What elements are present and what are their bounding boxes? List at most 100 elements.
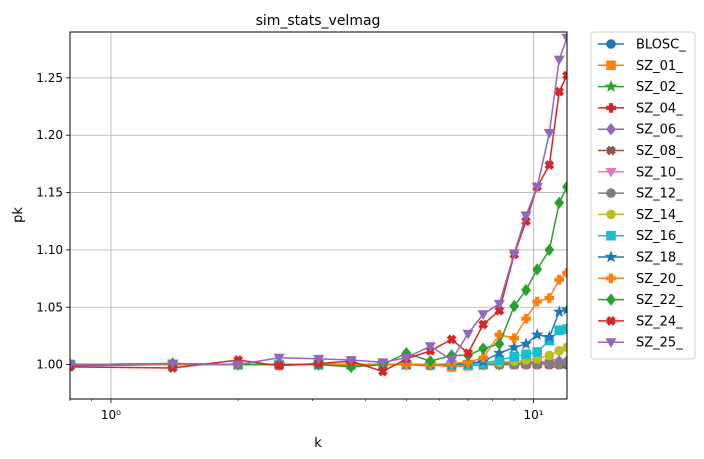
data-point [463,348,473,359]
legend-marker [606,230,616,241]
data-point [531,182,543,193]
plot-frame [69,31,568,400]
data-point [377,358,389,369]
data-point [424,342,436,352]
legend-item: SZ_22_ [598,293,683,308]
legend-marker [606,273,616,284]
legend-label: SZ_16_ [636,229,683,244]
legend-label: BLOSC_ [636,38,686,53]
legend-marker [606,103,616,113]
data-point [544,243,555,257]
data-point [494,337,505,351]
legend-marker [606,209,616,220]
data-point [446,356,458,366]
data-point [509,299,520,313]
x-axis-label: k [314,436,322,451]
data-point [509,333,520,344]
data-point [521,313,531,324]
data-point [463,357,473,368]
legend-label: SZ_01_ [636,59,683,74]
legend-item: SZ_20_ [598,272,683,287]
legend-marker [606,188,616,198]
data-point [544,293,555,303]
legend-label: SZ_02_ [636,80,683,95]
legend-item: SZ_14_ [598,208,683,223]
data-point [312,354,325,365]
data-point [554,196,565,210]
chart-title: sim_stats_velmag [256,13,381,29]
legend-item: SZ_10_ [598,165,683,180]
data-point-shape [544,160,555,170]
data-point [70,360,76,371]
data-point [530,328,544,341]
y-tick-label: 1.15 [36,186,63,200]
data-point [554,274,564,285]
data-point [520,211,532,222]
data-point [478,342,489,355]
legend-label: SZ_18_ [636,251,683,266]
legend-item: SZ_24_ [598,314,683,329]
legend-item: BLOSC_ [598,38,686,53]
x-tick-label: 10⁰ [101,408,121,422]
legend-item: SZ_01_ [598,59,683,74]
y-tick-label: 1.25 [36,71,63,85]
legend: BLOSC_ SZ_01_ SZ_02_ SZ_04_ SZ_06_ SZ_08_ SZ_1… [590,31,696,360]
data-point [544,160,555,170]
data-point [478,319,489,330]
legend-marker [604,79,618,92]
data-point-shape [554,86,565,97]
data-point [552,305,566,318]
data-point-shape [478,319,489,330]
legend-marker [606,123,616,136]
data-point [532,296,542,307]
y-tick-label: 1.10 [36,243,63,257]
data-point [493,299,505,310]
data-point-shape [494,305,505,316]
legend-item: SZ_12_ [598,187,683,202]
legend-item: SZ_16_ [598,229,683,244]
data-point-shape [274,360,284,371]
data-point [494,305,505,316]
data-point [562,180,567,194]
series-layer [70,33,567,377]
legend-item: SZ_02_ [598,79,683,95]
data-point [562,357,567,368]
legend-marker [606,60,616,71]
data-point [446,334,457,345]
legend-label: SZ_25_ [636,336,683,351]
legend-label: SZ_14_ [636,208,683,223]
data-point [493,346,506,359]
data-point [521,283,531,297]
legend-label: SZ_20_ [636,272,683,287]
series-sz_25 [70,33,567,371]
legend-item: SZ_08_ [598,144,683,159]
data-point [554,358,564,369]
y-axis-label: pk [11,207,26,223]
data-point [532,263,543,276]
data-point [462,329,474,340]
y-tick-label: 1.20 [36,128,63,142]
data-point [562,268,567,278]
data-point [377,366,388,377]
data-point [274,360,284,371]
data-point [554,346,564,356]
data-point [509,351,520,362]
data-point [553,55,565,66]
data-point [532,347,542,357]
legend-item: SZ_25_ [598,336,683,351]
data-point [554,325,564,335]
legend-label: SZ_22_ [636,293,683,308]
data-point [544,358,555,369]
legend-label: SZ_10_ [636,165,683,180]
legend-box [590,31,696,360]
data-point [562,342,567,353]
data-point [519,337,533,350]
data-point [554,86,565,97]
legend-marker-shape [606,145,616,156]
legend-item: SZ_18_ [598,250,683,266]
data-point [543,128,555,139]
data-point [478,352,488,363]
data-point [232,360,244,371]
y-tick-label: 1.00 [36,358,63,372]
